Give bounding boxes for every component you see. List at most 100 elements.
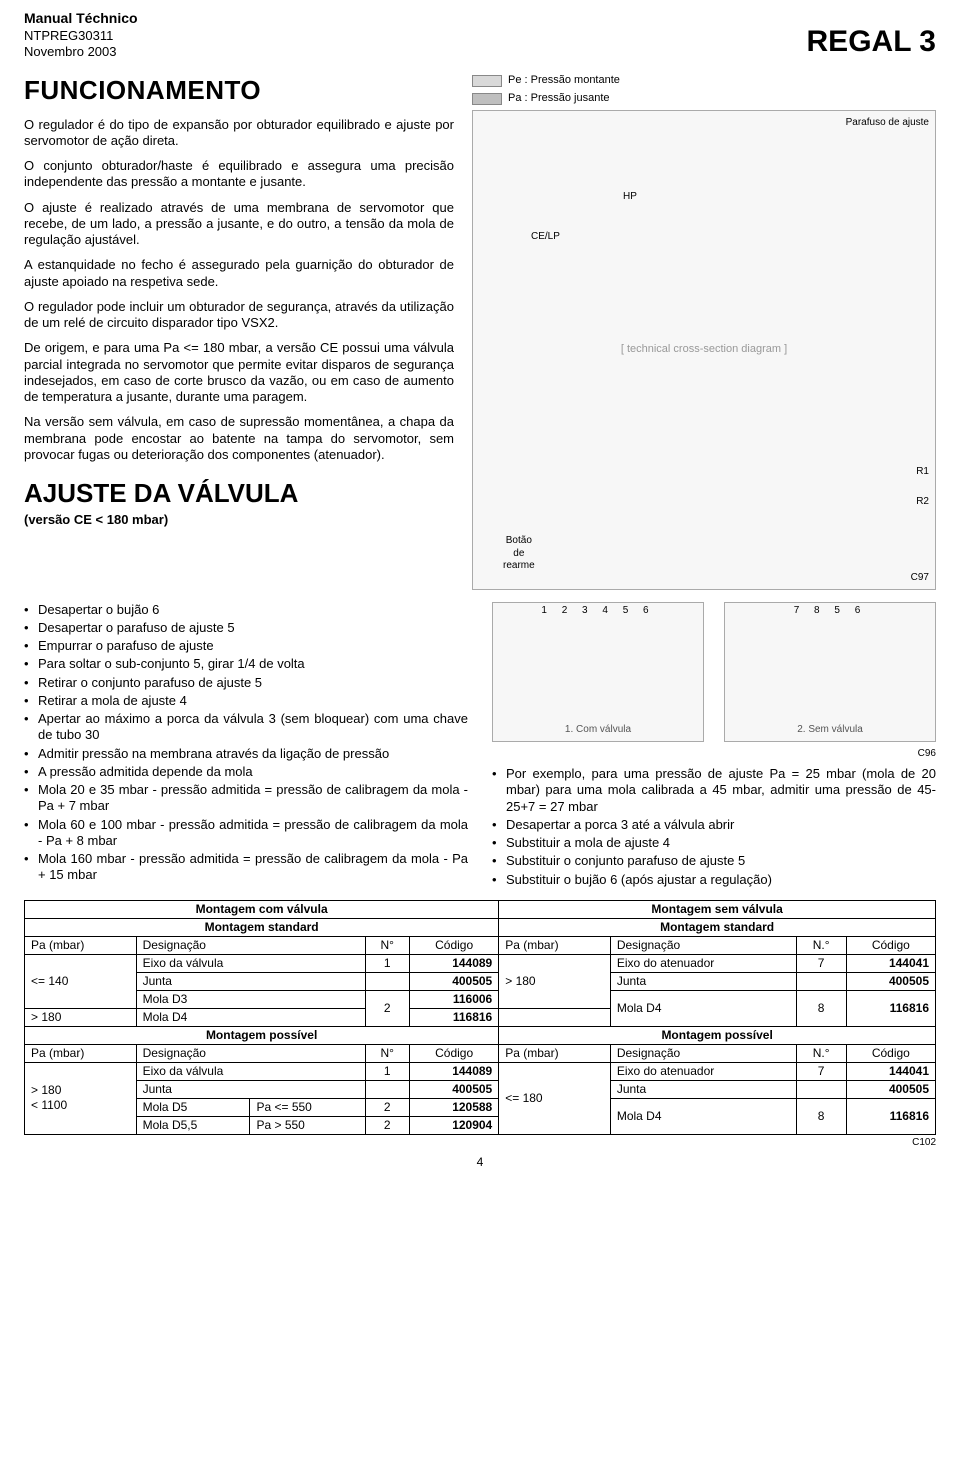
hdr-left: Montagem com válvula <box>25 900 499 918</box>
label-r1: R1 <box>916 466 929 479</box>
hdr-right: Montagem sem válvula <box>499 900 936 918</box>
doc-code: NTPREG30311 <box>24 28 138 44</box>
bl-10: Mola 60 e 100 mbar - pressão admitida = … <box>24 817 468 850</box>
ls-r3-2: 116816 <box>410 1008 499 1026</box>
rp-r2-0: Mola D4 <box>610 1098 796 1134</box>
bl-3: Para soltar o sub-conjunto 5, girar 1/4 … <box>24 656 468 672</box>
rs-r0-2: 144041 <box>846 954 935 972</box>
swatch-pe <box>472 75 502 87</box>
br-2: Substituir a mola de ajuste 4 <box>492 835 936 851</box>
lp-r0-3: 144089 <box>410 1062 499 1080</box>
bullets-right: Por exemplo, para uma pressão de ajuste … <box>492 766 936 888</box>
para-2: O ajuste é realizado através de uma memb… <box>24 200 454 249</box>
cap1: 1. Com válvula <box>565 724 631 737</box>
col-des-l: Designação <box>136 936 365 954</box>
col-pa-r: Pa (mbar) <box>499 936 611 954</box>
ls-r1-0: Junta <box>136 972 365 990</box>
bl-6: Apertar ao máximo a porca da válvula 3 (… <box>24 711 468 744</box>
ls-r0-1: 1 <box>365 954 410 972</box>
br-4: Substituir o bujão 6 (após ajustar a reg… <box>492 872 936 888</box>
rs-r0-1: 7 <box>796 954 846 972</box>
ls-r0-2: 144089 <box>410 954 499 972</box>
doc-date: Novembro 2003 <box>24 44 138 60</box>
ls-r0-0: Eixo da válvula <box>136 954 365 972</box>
rp-r0-2: 144041 <box>846 1062 935 1080</box>
section2-sub: (versão CE < 180 mbar) <box>24 512 454 528</box>
lower-left: Desapertar o bujão 6 Desapertar o parafu… <box>24 602 468 890</box>
rp-r1-1 <box>796 1080 846 1098</box>
c96: C96 <box>492 748 936 761</box>
manual-title: Manual Téchnico <box>24 10 138 28</box>
para-4: O regulador pode incluir um obturador de… <box>24 299 454 332</box>
col-cod-r2: Código <box>846 1044 935 1062</box>
rp-r2-1: 8 <box>796 1098 846 1134</box>
col-n-l2: N° <box>365 1044 410 1062</box>
ls-pa2: > 180 <box>25 1008 137 1026</box>
rp-r1-0: Junta <box>610 1080 796 1098</box>
col-des-l2: Designação <box>136 1044 365 1062</box>
ls-r2-2: 116006 <box>410 990 499 1008</box>
parts-table: Montagem com válvula Montagem sem válvul… <box>24 900 936 1135</box>
lp-r0-2: 1 <box>365 1062 410 1080</box>
para-0: O regulador é do tipo de expansão por ob… <box>24 117 454 150</box>
col-pa-l: Pa (mbar) <box>25 936 137 954</box>
label-celp: CE/LP <box>531 231 560 244</box>
label-r2: R2 <box>916 496 929 509</box>
small-diagram-2: 7 8 5 6 2. Sem válvula <box>724 602 936 742</box>
rp-r2-2: 116816 <box>846 1098 935 1134</box>
para-5: De origem, e para uma Pa <= 180 mbar, a … <box>24 340 454 405</box>
bl-2: Empurrar o parafuso de ajuste <box>24 638 468 654</box>
rs-r1-1 <box>796 972 846 990</box>
lp-r0-0: Eixo da válvula <box>136 1062 365 1080</box>
lp-r2-0: Mola D5 <box>136 1098 250 1116</box>
main-diagram: [ technical cross-section diagram ] Para… <box>472 110 936 590</box>
lp-r3-0: Mola D5,5 <box>136 1116 250 1134</box>
rp-r0-0: Eixo do atenuador <box>610 1062 796 1080</box>
bl-8: A pressão admitida depende da mola <box>24 764 468 780</box>
br-3: Substituir o conjunto parafuso de ajuste… <box>492 853 936 869</box>
ls-pa1: <= 140 <box>25 954 137 1008</box>
header-left: Manual Téchnico NTPREG30311 Novembro 200… <box>24 10 138 60</box>
rs-r1-0: Junta <box>610 972 796 990</box>
col-n-r2: N.° <box>796 1044 846 1062</box>
rp-r1-2: 400505 <box>846 1080 935 1098</box>
label-c97: C97 <box>911 572 929 585</box>
para-3: A estanquidade no fecho é assegurado pel… <box>24 257 454 290</box>
product-name: REGAL 3 <box>807 23 936 61</box>
swatch-pa <box>472 93 502 105</box>
cap2: 2. Sem válvula <box>797 724 863 737</box>
lp-r3-3: 120904 <box>410 1116 499 1134</box>
bl-5: Retirar a mola de ajuste 4 <box>24 693 468 709</box>
bl-4: Retirar o conjunto parafuso de ajuste 5 <box>24 675 468 691</box>
ls-r2-0: Mola D3 <box>136 990 365 1008</box>
diagram-placeholder: [ technical cross-section diagram ] <box>621 343 787 357</box>
col-pa-l2: Pa (mbar) <box>25 1044 137 1062</box>
rs-r0-0: Eixo do atenuador <box>610 954 796 972</box>
lp-pa: > 180 < 1100 <box>25 1062 137 1134</box>
sub-left-pos: Montagem possível <box>25 1026 499 1044</box>
col-pa-r2: Pa (mbar) <box>499 1044 611 1062</box>
right-column: Pe : Pressão montante Pa : Pressão jusan… <box>472 74 936 598</box>
br-1: Desapertar a porca 3 até a válvula abrir <box>492 817 936 833</box>
page-number: 4 <box>24 1155 936 1170</box>
lp-r2-1: Pa <= 550 <box>250 1098 365 1116</box>
label-hp: HP <box>623 191 637 204</box>
col-cod-l2: Código <box>410 1044 499 1062</box>
col-n-l: N° <box>365 936 410 954</box>
rs-pa: > 180 <box>499 954 611 1008</box>
bullets-left: Desapertar o bujão 6 Desapertar o parafu… <box>24 602 468 884</box>
rs-r2-2: 116816 <box>846 990 935 1026</box>
small-diagram-1: 1 2 3 4 5 6 1. Com válvula <box>492 602 704 742</box>
lower-right: 1 2 3 4 5 6 1. Com válvula 7 8 5 6 2. Se… <box>492 602 936 890</box>
rs-r2-1: 8 <box>796 990 846 1026</box>
label-botao: Botão de rearme <box>503 535 535 573</box>
rp-r0-1: 7 <box>796 1062 846 1080</box>
para-1: O conjunto obturador/haste é equilibrado… <box>24 158 454 191</box>
section1-title: FUNCIONAMENTO <box>24 74 454 107</box>
col-cod-r: Código <box>846 936 935 954</box>
col-n-r: N.° <box>796 936 846 954</box>
legend-pe-text: Pe : Pressão montante <box>508 74 620 88</box>
nums2: 7 8 5 6 <box>725 605 935 618</box>
lp-r1-3: 400505 <box>410 1080 499 1098</box>
rp-pa: <= 180 <box>499 1062 611 1134</box>
